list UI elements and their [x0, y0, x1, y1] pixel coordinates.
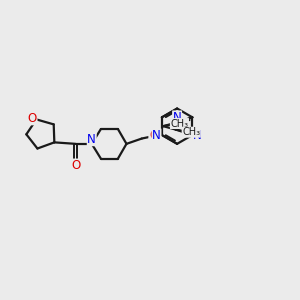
- Text: O: O: [149, 128, 158, 142]
- Text: CH₃: CH₃: [182, 127, 200, 137]
- Text: O: O: [28, 112, 37, 125]
- Text: N: N: [87, 133, 96, 146]
- Text: N: N: [193, 129, 202, 142]
- Text: CH₃: CH₃: [170, 118, 188, 128]
- Text: N: N: [152, 129, 161, 142]
- Text: N: N: [173, 111, 182, 124]
- Text: O: O: [71, 159, 80, 172]
